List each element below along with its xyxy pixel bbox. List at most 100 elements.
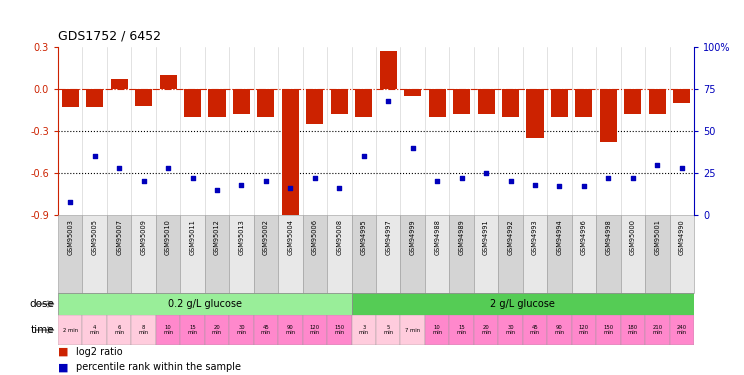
Bar: [670, 215, 694, 293]
Point: [676, 165, 687, 171]
Bar: [180, 215, 205, 293]
Bar: [571, 215, 596, 293]
Text: 45
min: 45 min: [261, 325, 271, 335]
Bar: [400, 215, 425, 293]
Point: [504, 178, 516, 184]
Point: [627, 175, 639, 181]
Bar: [58, 293, 351, 315]
Text: 5
min: 5 min: [383, 325, 394, 335]
Text: GSM95013: GSM95013: [239, 219, 245, 255]
Text: GSM95010: GSM95010: [165, 219, 171, 255]
Point: [554, 183, 565, 189]
Text: GSM95000: GSM95000: [630, 219, 636, 255]
Point: [407, 145, 419, 151]
Point: [89, 153, 100, 159]
Text: 90
min: 90 min: [554, 325, 565, 335]
Point: [529, 182, 541, 188]
Bar: [208, 89, 225, 117]
Point: [138, 178, 150, 184]
Point: [455, 175, 467, 181]
Bar: [282, 89, 299, 219]
Bar: [331, 89, 348, 114]
Bar: [355, 89, 372, 117]
Text: GSM94989: GSM94989: [458, 219, 464, 255]
Text: GSM94990: GSM94990: [679, 219, 684, 255]
Text: GSM94991: GSM94991: [483, 219, 489, 255]
Text: GSM95003: GSM95003: [67, 219, 73, 255]
Bar: [449, 215, 474, 293]
Text: 120
min: 120 min: [579, 325, 589, 335]
Bar: [58, 315, 83, 345]
Text: dose: dose: [29, 299, 54, 309]
Bar: [474, 315, 498, 345]
Text: GSM95002: GSM95002: [263, 219, 269, 255]
Text: 0.2 g/L glucose: 0.2 g/L glucose: [167, 299, 242, 309]
Bar: [62, 89, 79, 107]
Text: 240
min: 240 min: [677, 325, 687, 335]
Text: 10
min: 10 min: [432, 325, 442, 335]
Bar: [254, 215, 278, 293]
Bar: [107, 315, 132, 345]
Bar: [502, 89, 519, 117]
Bar: [254, 315, 278, 345]
Bar: [551, 89, 568, 117]
Bar: [548, 215, 571, 293]
Text: 90
min: 90 min: [285, 325, 295, 335]
Bar: [645, 315, 670, 345]
Text: GSM95001: GSM95001: [654, 219, 661, 255]
Bar: [673, 89, 690, 103]
Bar: [257, 89, 275, 117]
Point: [64, 198, 76, 204]
Text: GSM94997: GSM94997: [385, 219, 391, 255]
Point: [382, 98, 394, 104]
Bar: [184, 89, 201, 117]
Bar: [351, 215, 376, 293]
Text: 10
min: 10 min: [163, 325, 173, 335]
Bar: [83, 215, 107, 293]
Bar: [425, 315, 449, 345]
Bar: [596, 215, 620, 293]
Bar: [180, 315, 205, 345]
Text: 2 min: 2 min: [62, 327, 78, 333]
Text: 15
min: 15 min: [187, 325, 198, 335]
Text: 6
min: 6 min: [114, 325, 124, 335]
Text: GSM95011: GSM95011: [190, 219, 196, 255]
Text: 20
min: 20 min: [212, 325, 222, 335]
Point: [651, 162, 663, 168]
Text: GSM94999: GSM94999: [410, 219, 416, 255]
Text: 4
min: 4 min: [89, 325, 100, 335]
Text: GSM95008: GSM95008: [336, 219, 342, 255]
Text: 30
min: 30 min: [237, 325, 246, 335]
Text: GSM94992: GSM94992: [507, 219, 513, 255]
Point: [260, 178, 272, 184]
Text: 3
min: 3 min: [359, 325, 369, 335]
Bar: [474, 215, 498, 293]
Bar: [132, 315, 155, 345]
Bar: [278, 315, 303, 345]
Bar: [351, 315, 376, 345]
Text: GDS1752 / 6452: GDS1752 / 6452: [58, 30, 161, 43]
Bar: [327, 215, 351, 293]
Bar: [303, 215, 327, 293]
Bar: [575, 89, 592, 117]
Bar: [229, 315, 254, 345]
Bar: [523, 215, 548, 293]
Bar: [376, 315, 400, 345]
Text: percentile rank within the sample: percentile rank within the sample: [76, 362, 241, 372]
Point: [480, 170, 492, 176]
Bar: [425, 215, 449, 293]
Text: time: time: [31, 325, 54, 335]
Point: [236, 182, 248, 188]
Text: GSM95009: GSM95009: [141, 219, 147, 255]
Point: [578, 183, 590, 189]
Bar: [670, 315, 694, 345]
Text: GSM95012: GSM95012: [214, 219, 220, 255]
Bar: [86, 89, 103, 107]
Bar: [155, 215, 180, 293]
Point: [162, 165, 174, 171]
Bar: [111, 79, 128, 89]
Bar: [327, 315, 351, 345]
Text: log2 ratio: log2 ratio: [76, 347, 123, 357]
Bar: [351, 293, 694, 315]
Text: GSM94994: GSM94994: [557, 219, 562, 255]
